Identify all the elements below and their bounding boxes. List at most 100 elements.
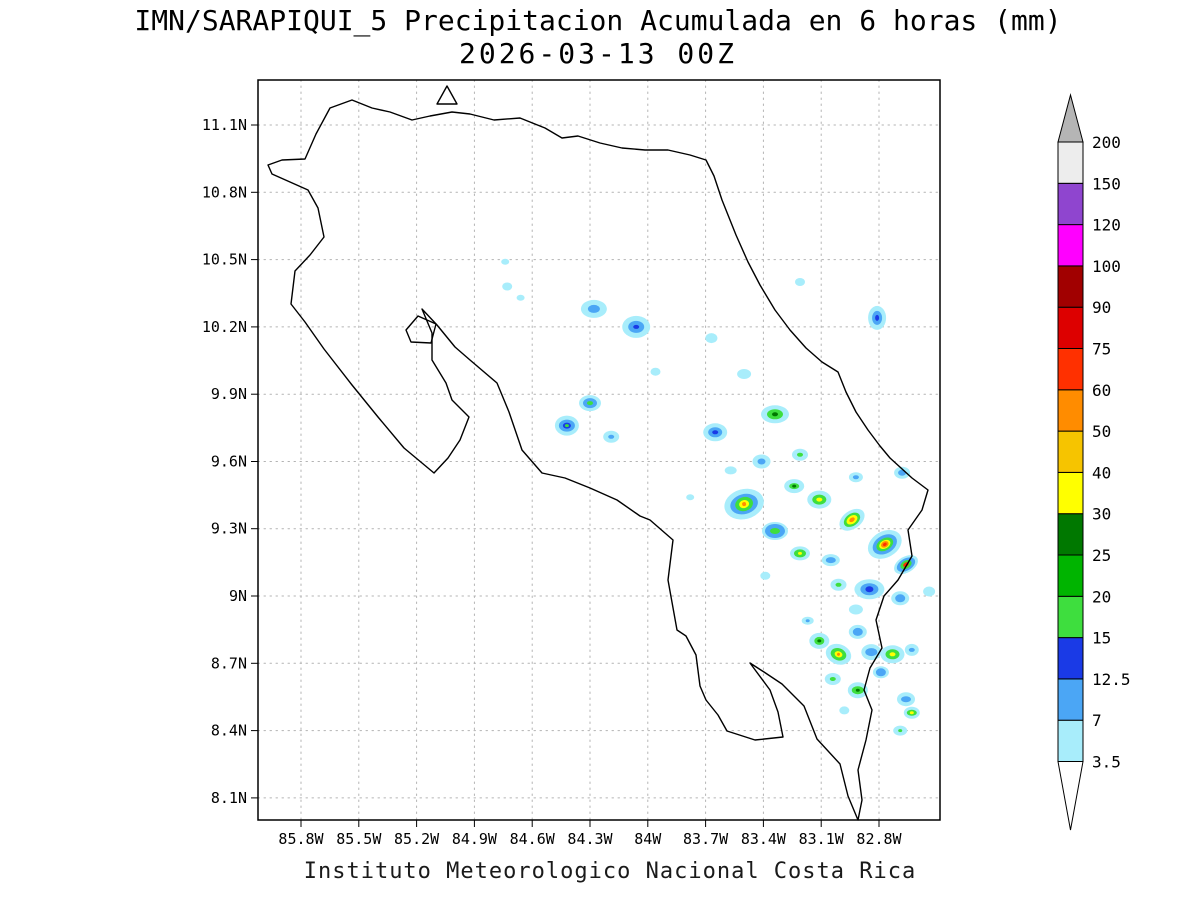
lon-tick-label: 84.3W	[567, 830, 613, 848]
precip-contour	[516, 294, 525, 301]
precip-contour	[855, 688, 860, 692]
figure-title: IMN/SARAPIQUI_5 Precipitacion Acumulada …	[134, 4, 1061, 38]
precip-contour	[737, 369, 752, 379]
colorbar-segment	[1057, 471, 1084, 515]
colorbar-tick-label: 7	[1092, 711, 1102, 730]
precip-contour	[839, 706, 850, 715]
lon-tick-label: 85.2W	[394, 830, 440, 848]
precip-contour	[898, 729, 903, 733]
colorbar-segment	[1057, 348, 1084, 391]
colorbar-below-min-arrow	[1057, 761, 1084, 831]
axis-ticks	[251, 124, 880, 827]
colorbar-above-max-arrow	[1057, 93, 1084, 143]
precip-contour	[795, 278, 805, 286]
precip-contour	[875, 314, 880, 321]
colorbar-segment	[1057, 224, 1084, 267]
colorbar-tick-label: 25	[1092, 546, 1111, 565]
precip-contour	[757, 458, 766, 465]
lat-tick-label: 8.7N	[211, 654, 247, 672]
colorbar-tick-label: 30	[1092, 505, 1111, 524]
colorbar-segment	[1057, 182, 1084, 226]
precip-contour	[909, 711, 914, 715]
precip-contour	[901, 696, 911, 703]
precip-contour	[875, 668, 886, 677]
precip-contour	[587, 401, 593, 406]
precip-contour	[882, 542, 887, 547]
precip-contour	[770, 528, 780, 534]
lat-tick-label: 10.8N	[202, 183, 247, 201]
lat-tick-labels: 11.1N 10.8N 10.5N 10.2N 9.9N 9.6N 9.3N 9N 8.7N 8.…	[202, 116, 247, 807]
precip-contour	[797, 452, 803, 457]
costa-rica-outline	[267, 99, 929, 821]
lat-tick-label: 8.4N	[211, 722, 247, 740]
island-north-outline	[436, 85, 458, 105]
colorbar-tick-label: 60	[1092, 381, 1111, 400]
lon-tick-label: 83.7W	[683, 830, 729, 848]
precip-contour	[633, 324, 640, 329]
colorbar-tick-label: 40	[1092, 463, 1111, 482]
gridlines	[257, 79, 941, 821]
precip-contour	[825, 557, 836, 564]
colorbar-tick-label: 100	[1092, 257, 1121, 276]
colorbar-tick-label: 20	[1092, 587, 1111, 606]
precip-cells	[501, 258, 936, 736]
colorbar-segment	[1057, 265, 1084, 308]
precip-contour	[705, 333, 718, 344]
precip-contour	[852, 475, 859, 480]
colorbar-segment	[1057, 678, 1084, 721]
precip-contour	[923, 586, 936, 597]
plot-frame	[257, 79, 941, 821]
colorbar-segment	[1057, 513, 1084, 556]
coastline	[267, 85, 929, 821]
precip-contour	[817, 639, 822, 643]
precip-contour	[798, 551, 802, 555]
lon-tick-label: 84.9W	[452, 830, 498, 848]
lat-tick-label: 10.2N	[202, 318, 247, 336]
precip-contour	[772, 412, 778, 417]
colorbar-segment	[1057, 554, 1084, 597]
institution-footer: Instituto Meteorologico Nacional Costa R…	[304, 859, 917, 884]
precip-contour	[816, 497, 823, 502]
precip-contour	[724, 466, 737, 475]
colorbar-segment	[1057, 595, 1084, 639]
colorbar-segment	[1057, 430, 1084, 473]
precip-contour	[889, 652, 896, 657]
precip-contour	[837, 652, 840, 656]
precip-contour	[908, 647, 915, 652]
colorbar-segment	[1057, 719, 1084, 763]
lon-tick-label: 84W	[634, 830, 662, 848]
lon-tick-label: 83.4W	[741, 830, 787, 848]
precip-contour	[502, 282, 513, 291]
precip-contour	[792, 484, 797, 488]
precip-contour	[686, 494, 695, 501]
lat-tick-label: 10.5N	[202, 251, 247, 269]
isla-chira-outline	[405, 315, 437, 344]
lon-tick-label: 85.5W	[336, 830, 382, 848]
lon-tick-labels: 85.8W 85.5W 85.2W 84.9W 84.6W 84.3W 84W 83.7W 83…	[278, 830, 902, 848]
lon-tick-label: 82.8W	[856, 830, 902, 848]
colorbar-tick-label: 120	[1092, 216, 1121, 235]
precip-contour	[849, 517, 855, 523]
lon-tick-label: 85.8W	[278, 830, 324, 848]
lat-tick-label: 9N	[229, 587, 247, 605]
precip-contour	[895, 594, 906, 603]
colorbar-segment	[1057, 637, 1084, 680]
colorbar-tick-label: 150	[1092, 174, 1121, 193]
colorbar-tick-label: 90	[1092, 298, 1111, 317]
precip-contour	[564, 424, 569, 428]
precip-contour	[865, 648, 878, 657]
precip-contour	[835, 582, 842, 587]
precip-contour	[865, 586, 874, 593]
lat-tick-label: 9.3N	[211, 520, 247, 538]
precip-contour	[829, 677, 836, 681]
colorbar-tick-label: 50	[1092, 422, 1111, 441]
precip-contour	[608, 434, 615, 439]
lat-tick-label: 8.1N	[211, 789, 247, 807]
precip-contour	[501, 258, 510, 265]
colorbar-tick-label: 15	[1092, 629, 1111, 648]
colorbar-segment	[1057, 389, 1084, 432]
colorbar-tick-label: 12.5	[1092, 670, 1131, 689]
precip-contour	[805, 619, 810, 623]
precip-contour	[852, 627, 863, 636]
